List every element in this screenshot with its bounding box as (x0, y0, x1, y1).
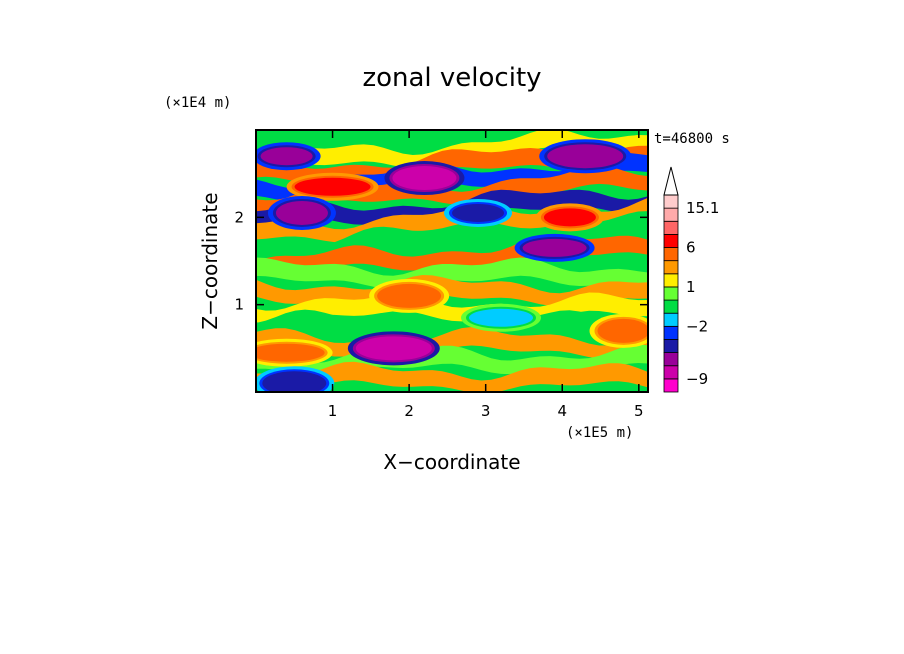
contour-blob (597, 318, 648, 343)
y-axis-ticks: 12 (234, 208, 648, 314)
colorbar-label: 6 (686, 239, 696, 257)
contour-band (256, 165, 648, 214)
colorbar-segment (663, 325, 679, 340)
y-unit-label: (×1E4 m) (164, 95, 231, 111)
contour-blob (469, 308, 533, 327)
colorbar-segment (663, 312, 679, 327)
chart-title: zonal velocity (362, 63, 541, 93)
plot-frame (255, 129, 649, 393)
colorbar-segment (663, 260, 679, 275)
colorbar-segment (663, 207, 679, 222)
contour-blob (547, 144, 624, 169)
colorbar-segment (663, 233, 679, 248)
contour-blob (275, 200, 328, 225)
x-unit-label: (×1E5 m) (566, 425, 633, 441)
contour-blob (377, 283, 442, 308)
colorbar-segment (663, 352, 679, 367)
x-tick-label: 3 (481, 402, 491, 420)
x-tick-label: 2 (404, 402, 414, 420)
contour-blob (392, 166, 457, 191)
colorbar-segment (663, 339, 679, 354)
contour-blob (522, 238, 587, 257)
contour-band (256, 361, 648, 392)
colorbar-label: −9 (686, 370, 708, 388)
contour-band (256, 309, 648, 341)
colorbar-label: 1 (686, 278, 696, 296)
x-tick-label: 5 (634, 402, 644, 420)
contour-blob (294, 177, 371, 196)
colorbar-segment (663, 378, 679, 393)
colorbar-segment (663, 365, 679, 380)
colorbar-label: −2 (686, 317, 708, 335)
colorbar-segment (663, 286, 679, 301)
colorbar-segment (663, 247, 679, 262)
colorbar-segment (663, 299, 679, 314)
colorbar-extend-arrow (663, 166, 679, 196)
contour-blob (355, 336, 432, 361)
x-axis-ticks: 1 2 3 4 5 (328, 130, 644, 420)
contour-blob (262, 371, 327, 392)
colorbar-label: 15.1 (686, 199, 719, 217)
y-tick-label: 1 (234, 296, 244, 314)
colorbar-segment (663, 194, 679, 209)
contour-band (256, 275, 648, 307)
y-axis-label: Z−coordinate (198, 192, 222, 329)
colorbar-segment (663, 220, 679, 235)
x-tick-label: 1 (328, 402, 338, 420)
colorbar: 15.1 6 1 −2 −9 (663, 166, 719, 393)
contour-field (256, 130, 648, 392)
contour-band (256, 257, 648, 289)
contour-blob (543, 208, 596, 227)
colorbar-segment (663, 273, 679, 288)
contour-blob (260, 147, 313, 166)
time-label: t=46800 s (654, 131, 730, 147)
x-axis-label: X−coordinate (383, 450, 520, 474)
y-tick-label: 2 (234, 208, 244, 226)
contour-blob (452, 203, 505, 222)
contour-blob (256, 343, 325, 362)
x-tick-label: 4 (557, 402, 567, 420)
